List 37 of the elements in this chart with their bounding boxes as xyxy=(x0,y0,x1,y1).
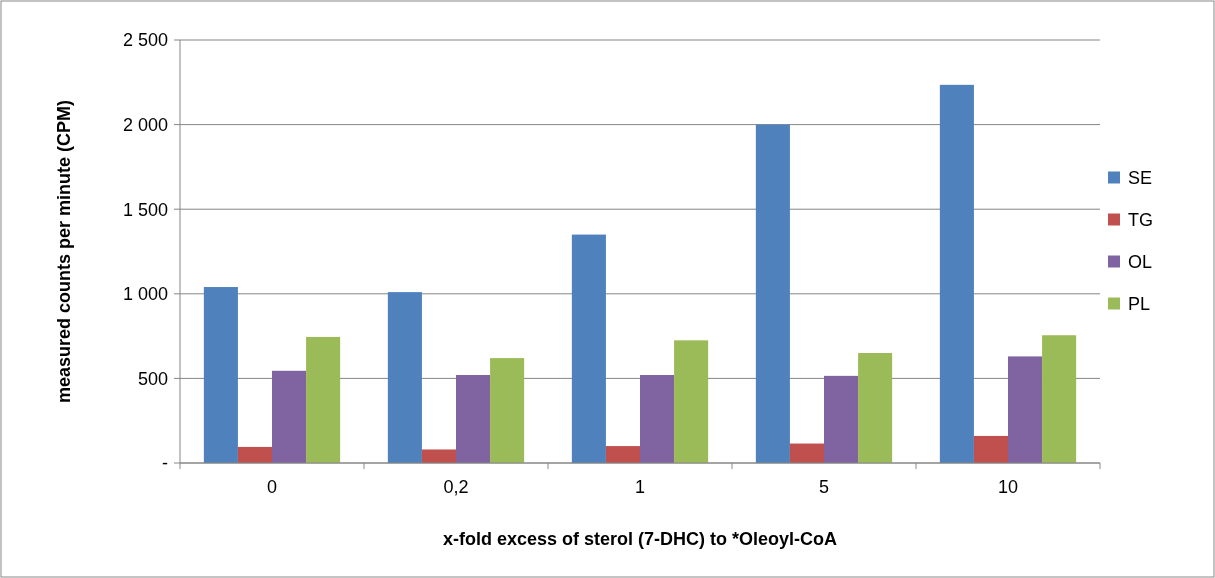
bar xyxy=(387,292,422,463)
bar xyxy=(858,353,893,463)
y-tick-label: 2 000 xyxy=(122,114,168,135)
legend-label: SE xyxy=(1128,167,1153,188)
bar xyxy=(490,358,525,463)
bar xyxy=(605,446,640,463)
bar xyxy=(755,124,790,463)
bar xyxy=(272,370,307,463)
bar xyxy=(674,340,709,463)
bar xyxy=(1008,356,1043,463)
bar xyxy=(421,449,456,463)
y-tick-label: 2 500 xyxy=(122,30,168,51)
y-tick-label: 1 500 xyxy=(122,199,168,220)
legend-label: PL xyxy=(1128,293,1151,314)
bar xyxy=(571,234,606,463)
y-tick-label: 1 000 xyxy=(122,284,168,305)
bar xyxy=(306,336,341,463)
x-tick-label: 0,2 xyxy=(443,477,469,497)
x-tick-label: 0 xyxy=(266,477,278,497)
bar xyxy=(973,435,1008,463)
x-tick-label: 10 xyxy=(997,477,1019,497)
y-axis-title: measured counts per minute (CPM) xyxy=(54,99,74,404)
x-tick-label: 1 xyxy=(634,477,646,497)
x-tick-label: 5 xyxy=(818,477,830,497)
x-axis-title: x-fold excess of sterol (7-DHC) to *Oleoyl-CoA xyxy=(442,529,838,549)
legend-label: OL xyxy=(1128,251,1153,272)
bar xyxy=(824,375,859,463)
bar xyxy=(789,443,824,463)
bar xyxy=(237,446,272,463)
y-tick-label: 500 xyxy=(137,368,168,389)
y-tick-label: - xyxy=(162,453,168,474)
bar xyxy=(203,287,238,463)
bar xyxy=(1042,335,1077,463)
bar xyxy=(939,84,974,463)
bar xyxy=(456,375,491,463)
bar xyxy=(640,375,675,463)
legend-label: TG xyxy=(1128,209,1153,230)
